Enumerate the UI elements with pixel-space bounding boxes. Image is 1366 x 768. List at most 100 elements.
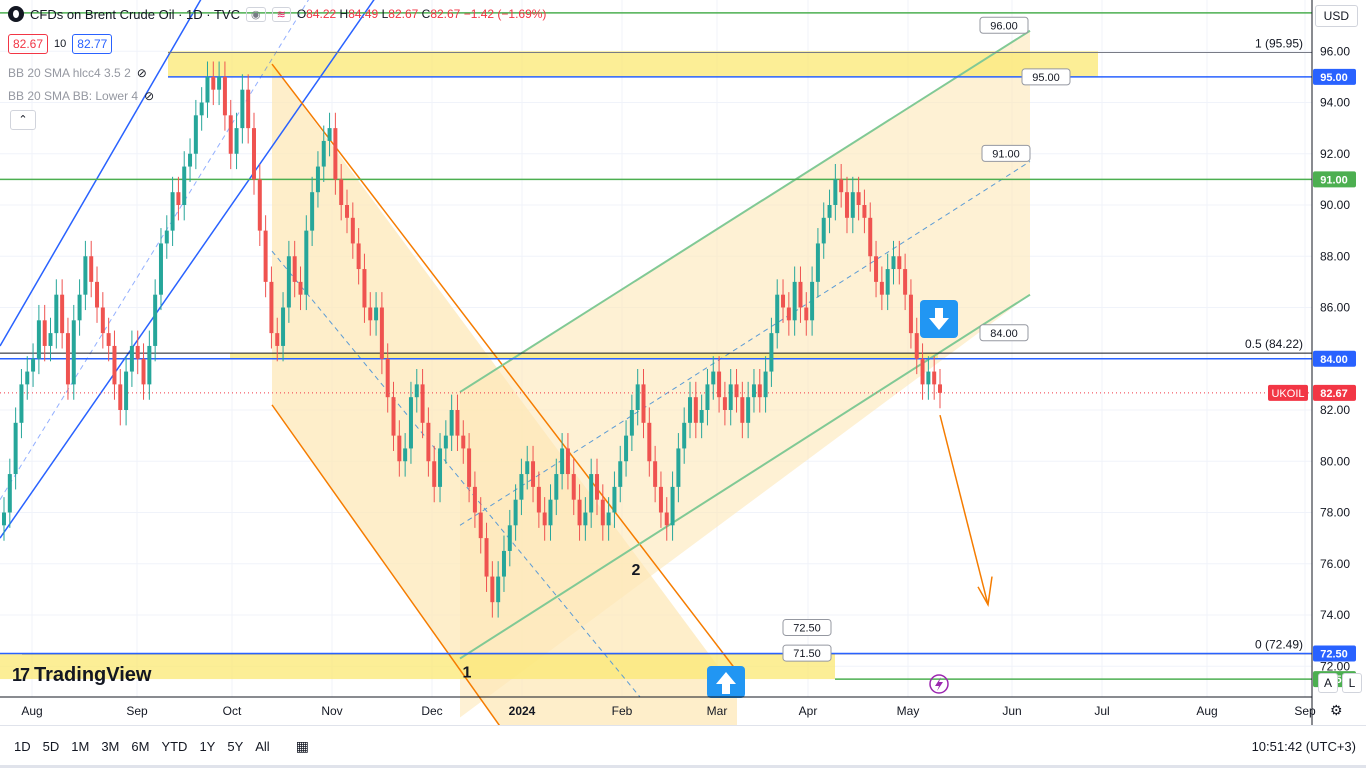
price-axis-tag bbox=[1313, 645, 1356, 662]
candle-body bbox=[920, 358, 925, 385]
candle-body bbox=[821, 217, 826, 244]
candle-body bbox=[292, 256, 297, 282]
candle-body bbox=[95, 281, 100, 308]
candle-body bbox=[594, 474, 599, 500]
candle-body bbox=[391, 397, 396, 436]
candle-body bbox=[804, 307, 809, 321]
wave-icon[interactable]: ≋ bbox=[271, 6, 291, 22]
range-button-5d[interactable]: 5D bbox=[42, 738, 60, 754]
price-callout[interactable]: 72.50 bbox=[782, 618, 832, 636]
price-callout[interactable]: 95.00 bbox=[1021, 68, 1071, 86]
candle-body bbox=[77, 294, 82, 321]
candle-body bbox=[676, 448, 681, 487]
price-callout[interactable]: 84.00 bbox=[979, 324, 1029, 342]
candle-body bbox=[25, 371, 30, 385]
candle-body bbox=[664, 512, 669, 526]
y-tick-label: 76.00 bbox=[1320, 557, 1350, 571]
svg-text:95.00: 95.00 bbox=[1032, 72, 1060, 84]
candle-body bbox=[658, 486, 663, 513]
candle-body bbox=[42, 320, 47, 346]
candle-body bbox=[83, 256, 88, 295]
range-button-5y[interactable]: 5Y bbox=[227, 738, 244, 754]
candle-body bbox=[548, 499, 553, 526]
compare-eye-icon[interactable]: ◉ bbox=[245, 6, 266, 22]
price-callout[interactable]: 96.00 bbox=[979, 16, 1029, 34]
price-callout[interactable]: 91.00 bbox=[981, 144, 1031, 162]
x-tick-label: Aug bbox=[1196, 704, 1217, 718]
candle-body bbox=[624, 435, 629, 462]
candle-body bbox=[693, 397, 698, 423]
candle-body bbox=[647, 422, 652, 462]
support-zone bbox=[0, 653, 835, 680]
forecast-arrow bbox=[939, 414, 989, 605]
indicator-bb-hlcc4[interactable]: BB 20 SMA hlcc4 3.5 2 ⊘ bbox=[8, 66, 147, 80]
candle-body bbox=[769, 333, 774, 372]
candle-body bbox=[612, 486, 617, 513]
candle-body bbox=[589, 474, 594, 513]
candle-body bbox=[879, 281, 884, 295]
candle-body bbox=[193, 115, 198, 154]
candle-body bbox=[722, 397, 727, 410]
candle-body bbox=[641, 384, 646, 423]
collapse-legend-button[interactable]: ⌃ bbox=[10, 110, 36, 130]
candle-body bbox=[257, 179, 262, 231]
candle-body bbox=[100, 307, 105, 334]
lightning-event-icon bbox=[929, 674, 949, 694]
candle-body bbox=[339, 179, 344, 205]
candle-body bbox=[269, 281, 274, 334]
range-button-1m[interactable]: 1M bbox=[71, 738, 90, 754]
ask-price[interactable]: 82.77 bbox=[72, 34, 113, 54]
candle-body bbox=[13, 422, 18, 475]
range-button-all[interactable]: All bbox=[255, 738, 270, 754]
candle-body bbox=[89, 256, 94, 282]
calendar-icon[interactable]: ▦ bbox=[295, 737, 309, 754]
candle-body bbox=[734, 384, 739, 398]
range-button-3m[interactable]: 3M bbox=[101, 738, 120, 754]
footer-divider bbox=[0, 765, 1366, 768]
log-scale-button[interactable]: L bbox=[1342, 673, 1362, 693]
price-callout[interactable]: 71.50 bbox=[782, 644, 832, 662]
candle-body bbox=[699, 410, 704, 423]
candle-body bbox=[426, 422, 431, 462]
candle-body bbox=[153, 294, 158, 346]
indicator-bb-lower[interactable]: BB 20 SMA BB: Lower 4 ⊘ bbox=[8, 89, 154, 103]
candle-body bbox=[629, 410, 634, 436]
settings-gear-icon[interactable]: ⚙ bbox=[1330, 702, 1343, 718]
price-axis-tag-text: 91.00 bbox=[1320, 174, 1348, 186]
range-button-1y[interactable]: 1Y bbox=[199, 738, 216, 754]
hidden-eye-icon[interactable]: ⊘ bbox=[144, 89, 155, 103]
wave-marker: 1 bbox=[463, 664, 472, 681]
candle-body bbox=[129, 345, 134, 372]
candle-body bbox=[891, 256, 896, 270]
candle-body bbox=[467, 448, 472, 487]
candle-body bbox=[862, 205, 867, 218]
candle-body bbox=[728, 384, 733, 410]
tradingview-mark-icon: 17 bbox=[12, 665, 30, 685]
candle-body bbox=[205, 76, 210, 103]
candle-body bbox=[757, 384, 762, 398]
fib-label: 0 (72.49) bbox=[1255, 638, 1303, 652]
candle-body bbox=[868, 217, 873, 257]
candle-body bbox=[36, 320, 41, 359]
scale-controls: A L bbox=[1318, 673, 1362, 693]
candle-body bbox=[810, 281, 815, 321]
candle-body bbox=[583, 512, 588, 526]
hidden-eye-icon[interactable]: ⊘ bbox=[136, 66, 147, 80]
candle-body bbox=[850, 192, 855, 218]
fib-label: 0.5 (84.22) bbox=[1245, 337, 1303, 351]
range-button-ytd[interactable]: YTD bbox=[161, 738, 188, 754]
candle-body bbox=[118, 384, 123, 410]
range-button-1d[interactable]: 1D bbox=[14, 738, 31, 754]
candle-body bbox=[246, 89, 251, 129]
asc-channel-upper bbox=[459, 29, 1031, 393]
range-button-6m[interactable]: 6M bbox=[131, 738, 150, 754]
bid-price[interactable]: 82.67 bbox=[8, 34, 49, 54]
chart-title[interactable]: CFDs on Brent Crude Oil · 1D · TVC bbox=[30, 6, 240, 22]
candle-body bbox=[141, 358, 146, 385]
candle-body bbox=[874, 256, 879, 282]
currency-select[interactable]: USD bbox=[1314, 5, 1358, 27]
candle-body bbox=[112, 345, 117, 385]
y-tick-label: 92.00 bbox=[1320, 147, 1350, 161]
auto-scale-button[interactable]: A bbox=[1318, 673, 1338, 693]
